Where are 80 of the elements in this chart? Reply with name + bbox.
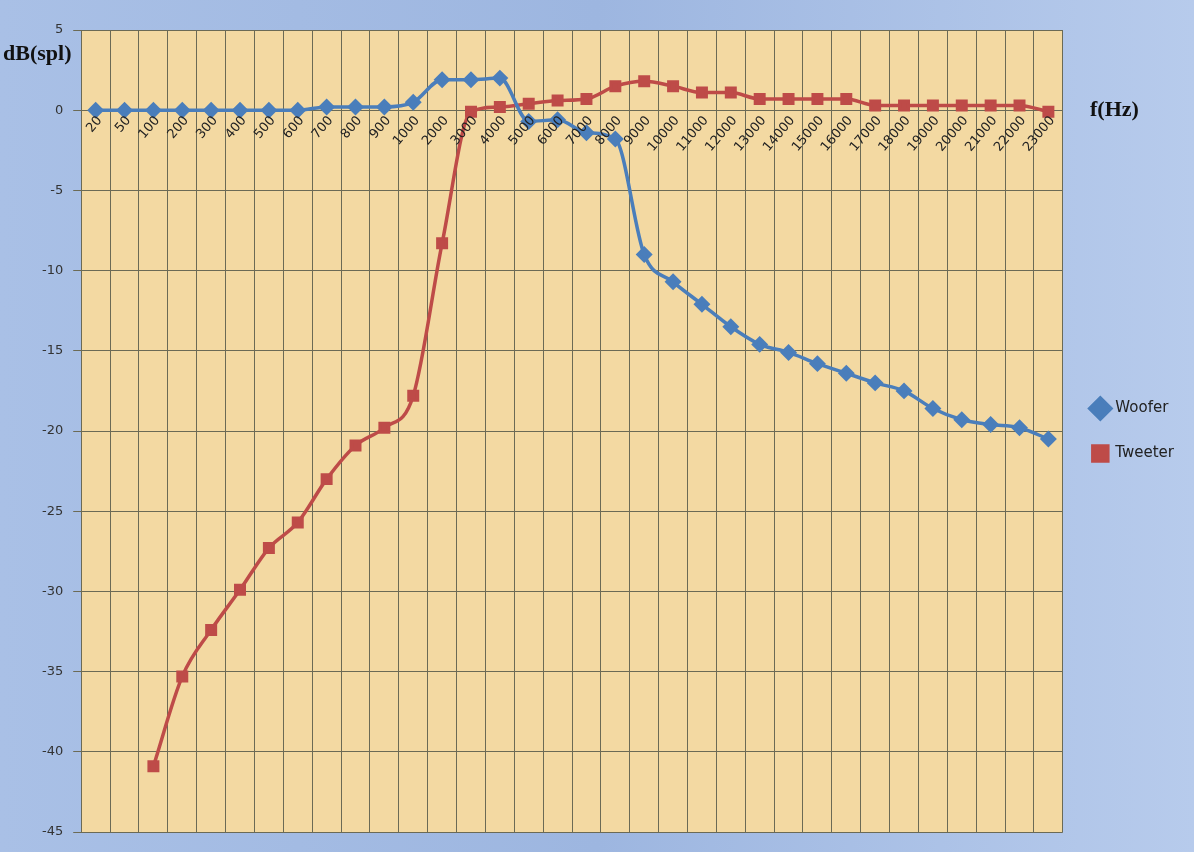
point bbox=[116, 102, 133, 118]
y-tick-label: -15 bbox=[42, 342, 64, 358]
point bbox=[174, 102, 191, 118]
point bbox=[407, 389, 420, 402]
point bbox=[954, 412, 970, 428]
point bbox=[436, 237, 449, 250]
point bbox=[320, 473, 333, 486]
x-tick-label: 20 bbox=[82, 112, 105, 135]
point bbox=[896, 383, 912, 399]
y-tick-label: -20 bbox=[42, 422, 64, 438]
y-tick-label: 5 bbox=[54, 21, 64, 37]
point bbox=[782, 92, 795, 105]
point bbox=[347, 99, 364, 115]
point bbox=[147, 760, 160, 773]
point bbox=[580, 92, 593, 105]
point bbox=[318, 99, 335, 115]
x-tick-label: 400 bbox=[221, 112, 249, 142]
point bbox=[638, 75, 651, 88]
y-tick-label: -35 bbox=[42, 662, 64, 678]
point bbox=[869, 99, 882, 112]
x-tick-label: 50 bbox=[111, 112, 134, 135]
x-tick-label: 900 bbox=[365, 112, 394, 142]
point bbox=[205, 623, 218, 636]
point bbox=[695, 86, 708, 99]
point bbox=[492, 70, 508, 86]
point bbox=[551, 94, 564, 107]
y-tick-label: -40 bbox=[42, 743, 64, 759]
point bbox=[376, 99, 393, 115]
point bbox=[982, 416, 999, 433]
point bbox=[349, 439, 362, 452]
point bbox=[867, 375, 883, 391]
point bbox=[780, 344, 797, 361]
point bbox=[609, 80, 622, 93]
point bbox=[434, 71, 450, 88]
x-axis-title: f(Hz) bbox=[1090, 96, 1139, 122]
point bbox=[751, 336, 768, 353]
point bbox=[984, 99, 997, 112]
point bbox=[378, 421, 391, 434]
point bbox=[145, 102, 162, 118]
point bbox=[1013, 99, 1026, 112]
point bbox=[291, 516, 304, 529]
point bbox=[955, 99, 968, 112]
point bbox=[636, 246, 652, 263]
x-tick-label: 300 bbox=[192, 112, 221, 142]
y-tick-label: -5 bbox=[50, 181, 64, 197]
y-tick-label: -45 bbox=[42, 823, 64, 839]
y-tick-label: 0 bbox=[54, 101, 64, 117]
point bbox=[811, 92, 824, 105]
point bbox=[926, 99, 939, 112]
point bbox=[667, 80, 680, 93]
point bbox=[234, 583, 247, 596]
point bbox=[724, 86, 737, 99]
point bbox=[262, 542, 275, 555]
x-tick-label: 800 bbox=[336, 112, 365, 142]
legend-label: Woofer bbox=[1115, 398, 1170, 417]
y-tick-label: -25 bbox=[42, 502, 64, 518]
y-tick-label: -10 bbox=[42, 261, 64, 277]
point bbox=[176, 670, 189, 683]
legend-label: Tweeter bbox=[1114, 443, 1175, 462]
y-axis-title: dB(spl) bbox=[3, 40, 72, 66]
x-tick-label: 700 bbox=[308, 112, 336, 142]
x-tick-label: 600 bbox=[279, 112, 307, 142]
x-tick-label: 100 bbox=[134, 112, 163, 142]
point bbox=[405, 94, 421, 110]
point bbox=[925, 400, 941, 417]
point bbox=[522, 97, 535, 110]
point bbox=[694, 296, 710, 313]
x-tick-label: 500 bbox=[250, 112, 278, 142]
point bbox=[723, 318, 739, 335]
point bbox=[898, 99, 911, 112]
y-tick-label: -30 bbox=[42, 582, 64, 598]
point bbox=[809, 355, 826, 372]
point bbox=[463, 71, 479, 88]
point bbox=[1040, 431, 1057, 447]
point bbox=[753, 92, 766, 105]
point bbox=[665, 274, 681, 290]
point bbox=[1011, 420, 1028, 436]
point bbox=[838, 365, 855, 382]
point bbox=[840, 92, 853, 105]
point bbox=[493, 101, 506, 113]
